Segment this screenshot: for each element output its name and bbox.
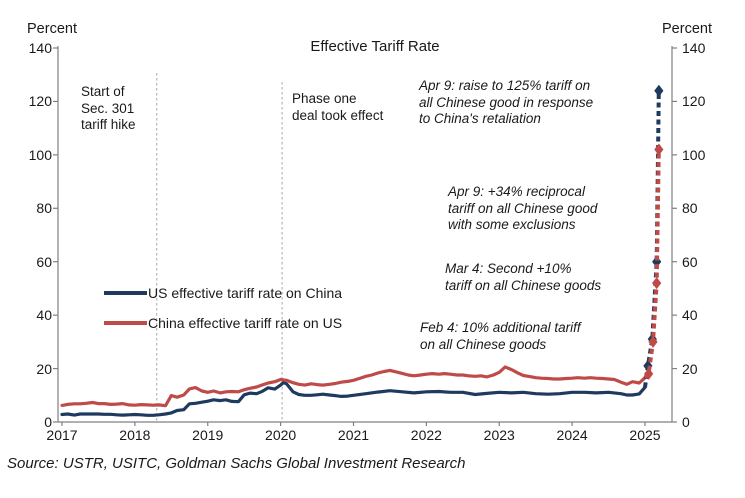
china-line-swatch <box>104 321 147 325</box>
right-axis-unit-label: Percent <box>662 21 712 37</box>
us-line-swatch <box>104 291 147 295</box>
x-tick-label: 2019 <box>192 427 224 443</box>
legend-item-china: China effective tariff rate on US <box>104 315 342 331</box>
x-tick-label: 2022 <box>410 427 442 443</box>
annotation-mar4: Mar 4: Second +10% tariff on all Chinese… <box>445 261 602 293</box>
annotation-apr9-reciprocal: Apr 9: +34% reciprocal tariff on all Chi… <box>448 184 598 233</box>
y-tick-label-right: 0 <box>682 414 690 430</box>
x-tick-label: 2025 <box>629 427 661 443</box>
us-spike-diamond-marker <box>652 255 662 268</box>
china-spike-diamond-marker <box>652 277 662 290</box>
us-tariff-line <box>60 380 647 417</box>
us-spike-diamond-marker <box>654 84 664 97</box>
y-tick-label-right: 120 <box>682 93 706 110</box>
legend-label-china: China effective tariff rate on US <box>148 315 343 331</box>
x-tick-label: 2018 <box>119 427 151 443</box>
y-tick-label-left: 140 <box>28 40 52 56</box>
y-tick-label-right: 60 <box>682 253 698 270</box>
y-tick-label-right: 80 <box>682 200 698 217</box>
legend-item-us: US effective tariff rate on China <box>104 285 342 301</box>
y-tick-label-left: 0 <box>44 414 52 430</box>
china-tariff-line <box>60 365 647 408</box>
annotation-sec301: Start of Sec. 301 tariff hike <box>81 84 136 133</box>
legend-label-us: US effective tariff rate on China <box>148 285 343 301</box>
x-tick-label: 2020 <box>265 427 297 443</box>
y-tick-label-left: 20 <box>36 360 52 377</box>
china-spike-diamond-marker <box>654 143 664 156</box>
y-tick-label-right: 40 <box>682 307 698 324</box>
y-tick-label-left: 40 <box>36 307 52 324</box>
annotation-phase-one: Phase one deal took effect <box>292 91 384 123</box>
annotation-feb4: Feb 4: 10% additional tariff on all Chin… <box>420 320 581 352</box>
x-tick-label: 2023 <box>483 427 515 443</box>
china-spike-diamond-marker <box>648 335 658 348</box>
y-tick-label-right: 20 <box>682 360 698 377</box>
y-tick-label-left: 120 <box>28 93 52 110</box>
china-spike-diamond-marker <box>644 367 654 380</box>
y-tick-label-left: 80 <box>36 200 52 217</box>
annotation-apr9-raise: Apr 9: raise to 125% tariff on all Chine… <box>419 78 594 127</box>
y-tick-label-right: 140 <box>682 40 706 56</box>
chart-title: Effective Tariff Rate <box>310 38 440 55</box>
left-axis-unit-label: Percent <box>27 21 77 37</box>
x-tick-label: 2021 <box>337 427 370 443</box>
x-tick-label: 2024 <box>556 427 588 443</box>
x-tick-label: 2017 <box>46 427 78 443</box>
y-tick-label-left: 60 <box>36 253 52 270</box>
y-tick-label-right: 100 <box>682 146 706 163</box>
y-tick-label-left: 100 <box>28 146 52 163</box>
source-credit: Source: USTR, USITC, Goldman Sachs Globa… <box>7 455 466 472</box>
